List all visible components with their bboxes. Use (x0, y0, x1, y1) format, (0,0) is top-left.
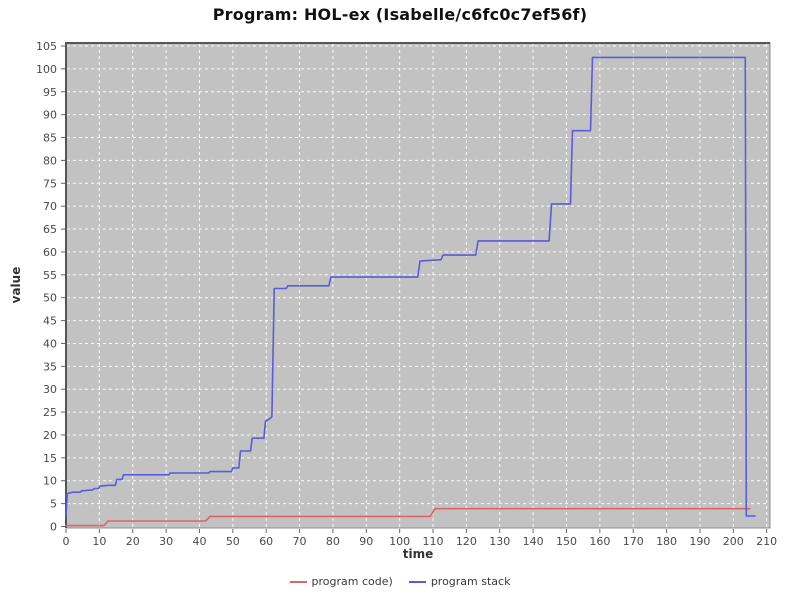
x-tick-label: 80 (326, 535, 340, 548)
y-tick-label: 5 (50, 498, 57, 511)
x-tick-label: 60 (259, 535, 273, 548)
legend-item-program-code: program code) (289, 575, 393, 588)
plot-border-dark (65, 42, 770, 528)
legend: program code) program stack (0, 575, 800, 588)
x-tick-label: 20 (126, 535, 140, 548)
x-tick-label: 40 (192, 535, 206, 548)
x-tick-label: 110 (423, 535, 444, 548)
legend-swatch-program-stack (408, 580, 426, 583)
y-tick-label: 10 (43, 475, 57, 488)
y-tick-label: 45 (43, 315, 57, 328)
y-tick-label: 0 (50, 521, 57, 534)
y-tick-label: 15 (43, 452, 57, 465)
y-tick-label: 60 (43, 246, 57, 259)
x-tick-label: 100 (389, 535, 410, 548)
x-tick-label: 170 (623, 535, 644, 548)
legend-item-program-stack: program stack (408, 575, 511, 588)
tick-labels: 0 10 20 30 40 50 60 70 80 90 100 110 120 130 140 150 160… (36, 40, 777, 548)
y-tick-label: 80 (43, 154, 57, 167)
x-tick-label: 140 (523, 535, 544, 548)
x-axis-label: time (402, 547, 434, 561)
series-program-stack (65, 56, 756, 517)
x-tick-label: 160 (589, 535, 610, 548)
y-tick-label: 25 (43, 406, 57, 419)
y-tick-label: 75 (43, 177, 57, 190)
y-tick-label: 65 (43, 223, 57, 236)
x-tick-label: 180 (656, 535, 677, 548)
y-tick-label: 100 (36, 63, 57, 76)
x-tick-label: 120 (456, 535, 477, 548)
x-tick-label: 50 (226, 535, 240, 548)
y-tick-label: 70 (43, 200, 57, 213)
y-tick-label: 55 (43, 269, 57, 282)
legend-label-program-code: program code) (311, 575, 393, 588)
y-tick-label: 50 (43, 292, 57, 305)
x-tick-label: 30 (159, 535, 173, 548)
series-program-code (65, 507, 751, 527)
y-tick-label: 95 (43, 86, 57, 99)
chart-title: Program: HOL-ex (Isabelle/c6fc0c7ef56f) (212, 5, 588, 24)
y-tick-label: 90 (43, 109, 57, 122)
x-tick-label: 130 (489, 535, 510, 548)
legend-label-program-stack: program stack (430, 575, 511, 588)
x-tick-label: 10 (92, 535, 106, 548)
legend-swatch-program-code (289, 580, 307, 583)
x-tick-label: 90 (359, 535, 373, 548)
x-tick-label: 190 (689, 535, 710, 548)
x-tick-label: 210 (756, 535, 777, 548)
y-tick-label: 105 (36, 40, 57, 53)
y-tick-label: 85 (43, 132, 57, 145)
x-tick-label: 70 (293, 535, 307, 548)
y-tick-label: 40 (43, 337, 57, 350)
x-tick-label: 0 (63, 535, 70, 548)
y-tick-label: 30 (43, 383, 57, 396)
gridlines (67, 44, 769, 527)
tick-marks (61, 45, 768, 533)
x-tick-label: 200 (723, 535, 744, 548)
x-tick-label: 150 (556, 535, 577, 548)
y-tick-label: 35 (43, 360, 57, 373)
y-tick-label: 20 (43, 429, 57, 442)
plot-area (66, 43, 770, 528)
